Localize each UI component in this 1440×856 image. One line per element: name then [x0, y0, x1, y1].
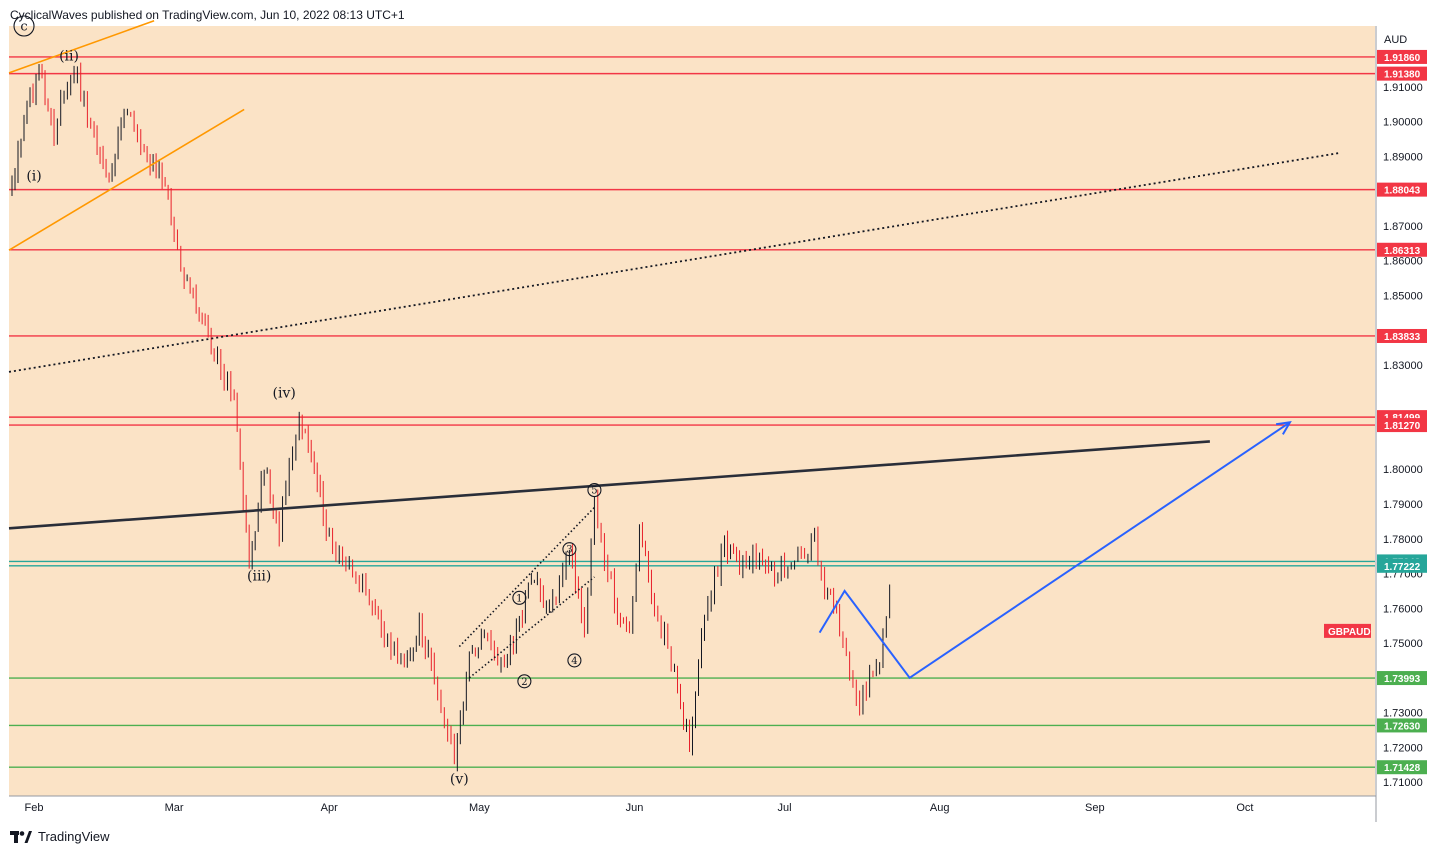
time-tick-label: Mar — [165, 802, 184, 814]
price-tick-label: 1.86000 — [1383, 256, 1423, 268]
wave-label: (iii) — [247, 568, 271, 584]
svg-text:1.88043: 1.88043 — [1384, 186, 1421, 197]
wave-circle-label: 4 — [567, 653, 582, 668]
footer-branding[interactable]: TradingView — [10, 829, 110, 844]
symbol-tag: GBPAUD — [1324, 623, 1371, 638]
svg-text:1.73993: 1.73993 — [1384, 674, 1421, 685]
price-levels — [9, 56, 1375, 768]
price-tick-label: 1.91000 — [1383, 82, 1423, 94]
price-level-badge: 1.86313 — [1377, 242, 1427, 257]
wave-circle-label: 5 — [587, 483, 602, 498]
wave-label: (i) — [26, 168, 41, 184]
svg-text:1.83833: 1.83833 — [1384, 332, 1421, 343]
price-level-badge: 1.71428 — [1377, 760, 1427, 775]
price-badges: 1.918601.913801.880431.863131.838331.814… — [1324, 49, 1427, 775]
wave-label: (v) — [450, 772, 469, 788]
wave-label: (iv) — [273, 386, 296, 402]
svg-text:1.77222: 1.77222 — [1384, 562, 1421, 573]
price-tick-label: 1.72000 — [1383, 742, 1423, 754]
svg-text:1.86313: 1.86313 — [1384, 246, 1421, 257]
time-tick-label: May — [469, 802, 490, 814]
price-tick-label: 1.79000 — [1383, 499, 1423, 511]
footer-brand-text: TradingView — [38, 829, 110, 844]
price-level-badge: 1.91380 — [1377, 66, 1427, 81]
wave-labels: (ii) (i) (iv) (iii) (v) c 5 3 1 4 2 — [13, 15, 602, 788]
wave-label: (ii) — [59, 49, 79, 65]
price-tick-label: 1.89000 — [1383, 151, 1423, 163]
svg-text:1: 1 — [516, 593, 522, 604]
price-tick-label: 1.71000 — [1383, 777, 1423, 789]
svg-text:c: c — [20, 20, 27, 35]
projection-path[interactable] — [818, 421, 1291, 680]
svg-text:1.91860: 1.91860 — [1384, 53, 1421, 64]
tradingview-logo-icon — [10, 830, 32, 843]
time-tick-label: Jun — [626, 802, 644, 814]
time-tick-label: Oct — [1236, 802, 1253, 814]
price-level-badge: 1.88043 — [1377, 182, 1427, 197]
svg-text:1.91380: 1.91380 — [1384, 70, 1421, 81]
time-tick-label: Sep — [1085, 802, 1105, 814]
svg-text:5: 5 — [591, 486, 597, 497]
price-tick-label: 1.87000 — [1383, 221, 1423, 233]
price-tick-label: 1.73000 — [1383, 708, 1423, 720]
svg-text:1.81270: 1.81270 — [1384, 421, 1421, 432]
price-tick-label: 1.90000 — [1383, 117, 1423, 129]
price-tick-label: 1.83000 — [1383, 360, 1423, 372]
time-tick-label: Aug — [930, 802, 950, 814]
time-tick-label: Apr — [321, 802, 338, 814]
trendlines — [8, 20, 1341, 680]
chart-attribution: CyclicalWaves published on TradingView.c… — [10, 8, 405, 22]
svg-text:2: 2 — [521, 677, 527, 688]
svg-text:3: 3 — [566, 545, 572, 556]
wave-circle-label: 1 — [512, 590, 527, 605]
svg-text:1.71428: 1.71428 — [1384, 763, 1421, 774]
trendline-channel[interactable] — [8, 20, 155, 74]
svg-text:1.72630: 1.72630 — [1384, 721, 1421, 732]
price-tick-label: 1.76000 — [1383, 603, 1423, 615]
price-axis[interactable]: AUD 1.910001.900001.890001.870001.860001… — [1383, 34, 1423, 789]
currency-label: AUD — [1384, 34, 1407, 46]
price-tick-label: 1.80000 — [1383, 464, 1423, 476]
price-tick-label: 1.75000 — [1383, 638, 1423, 650]
wave-circle-label: 2 — [517, 674, 532, 689]
svg-text:GBPAUD: GBPAUD — [1328, 627, 1371, 638]
price-level-badge: 1.72630 — [1377, 718, 1427, 733]
trendline-impulse[interactable] — [458, 506, 596, 648]
trendline-impulse[interactable] — [468, 576, 595, 679]
price-level-badge: 1.73993 — [1377, 671, 1427, 686]
price-level-badge: 1.81270 — [1377, 418, 1427, 433]
projection-arrowhead — [1275, 421, 1292, 435]
svg-text:4: 4 — [571, 656, 577, 667]
wave-circle-label: 3 — [562, 542, 577, 557]
price-tick-label: 1.85000 — [1383, 290, 1423, 302]
price-level-badge: 1.77222 — [1377, 558, 1427, 573]
price-tick-label: 1.78000 — [1383, 534, 1423, 546]
time-tick-label: Jul — [778, 802, 792, 814]
price-level-badge: 1.91860 — [1377, 49, 1427, 64]
chart-plot-area[interactable] — [9, 26, 1375, 796]
trendline-solid[interactable] — [8, 440, 1210, 530]
trendline-channel[interactable] — [8, 108, 245, 251]
time-tick-label: Feb — [25, 802, 44, 814]
time-axis[interactable]: Feb Mar Apr May Jun Jul Aug Sep Oct — [25, 802, 1254, 814]
wave-circle-label: c — [13, 15, 35, 37]
price-level-badge: 1.83833 — [1377, 328, 1427, 343]
